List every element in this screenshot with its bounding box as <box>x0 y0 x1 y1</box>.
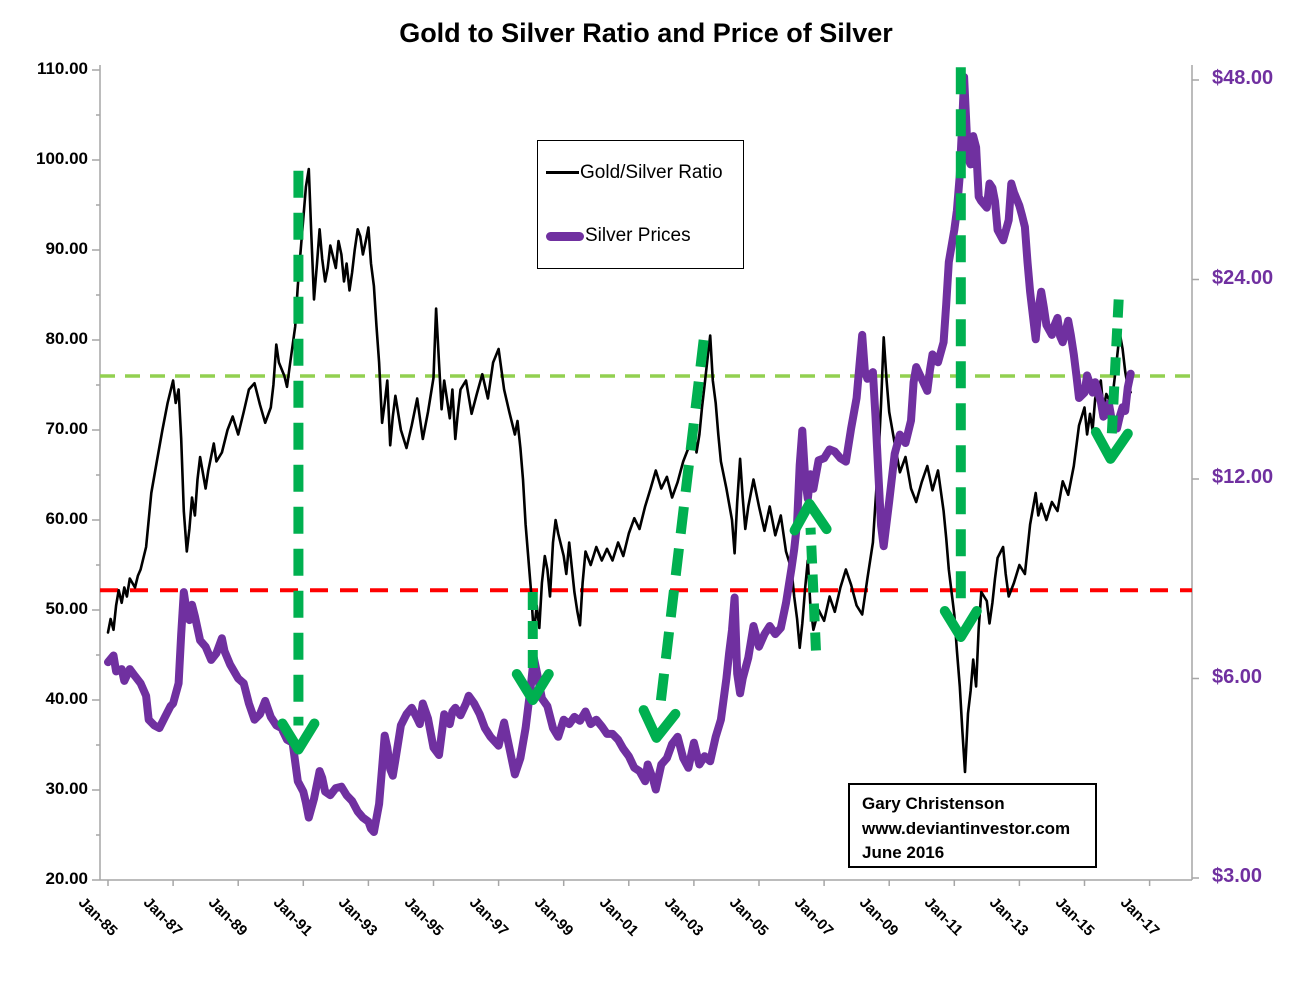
credit-author: Gary Christenson <box>862 794 1005 813</box>
left-axis-tick-label: 80.00 <box>45 329 88 348</box>
left-axis-tick-label: 30.00 <box>45 779 88 798</box>
credit-box: Gary Christenson www.deviantinvestor.com… <box>848 783 1097 868</box>
legend-label-ratio: Gold/Silver Ratio <box>580 161 723 183</box>
right-axis-tick-label: $6.00 <box>1212 665 1263 688</box>
left-axis-tick-label: 90.00 <box>45 239 88 258</box>
left-axis-tick-label: 100.00 <box>36 149 88 168</box>
silver-line <box>104 73 1135 836</box>
right-axis-tick-label: $12.00 <box>1212 466 1274 488</box>
2003-ratio-peak-arrow-head <box>638 705 681 743</box>
legend: Gold/Silver Ratio Silver Prices <box>537 140 744 269</box>
2011-silver-peak-arrow-head <box>939 606 982 642</box>
2016-arrow-shaft <box>1106 299 1124 436</box>
silver-line-swatch <box>546 231 584 241</box>
axis-frame <box>99 65 1193 881</box>
right-axis-tick-label: $3.00 <box>1212 865 1263 887</box>
x-axis-ticks <box>107 880 1151 886</box>
right-axis-tick-label: $48.00 <box>1212 67 1274 89</box>
left-axis-tick-label: 60.00 <box>45 509 88 528</box>
left-axis-ticks <box>92 69 100 881</box>
2006-silver-up-arrow-shaft <box>805 527 821 651</box>
2003-ratio-peak-arrow-shaft <box>654 339 709 715</box>
legend-label-silver: Silver Prices <box>585 225 691 247</box>
left-axis-tick-label: 40.00 <box>45 689 88 708</box>
2016-arrow-head <box>1090 427 1133 464</box>
left-axis-tick-label: 70.00 <box>45 419 88 438</box>
ratio-line <box>106 167 1132 774</box>
credit-date: June 2016 <box>862 843 945 863</box>
left-axis-tick-label: 50.00 <box>45 599 88 618</box>
left-axis-tick-label: 20.00 <box>45 869 88 888</box>
legend-item-silver: Silver Prices <box>538 205 743 269</box>
ratio-line-swatch <box>546 171 579 175</box>
right-axis-tick-label: $24.00 <box>1212 266 1274 289</box>
left-axis-tick-label: 110.00 <box>36 59 88 78</box>
chart-title: Gold to Silver Ratio and Price of Silver <box>399 18 893 48</box>
1991-ratio-peak-arrow-head <box>277 718 320 755</box>
1998-arrow-head <box>511 669 554 705</box>
legend-item-ratio: Gold/Silver Ratio <box>538 141 743 205</box>
right-axis-ticks <box>1192 79 1199 879</box>
2006-silver-up-arrow-head <box>789 498 832 536</box>
credit-website: www.deviantinvestor.com <box>862 818 1071 838</box>
